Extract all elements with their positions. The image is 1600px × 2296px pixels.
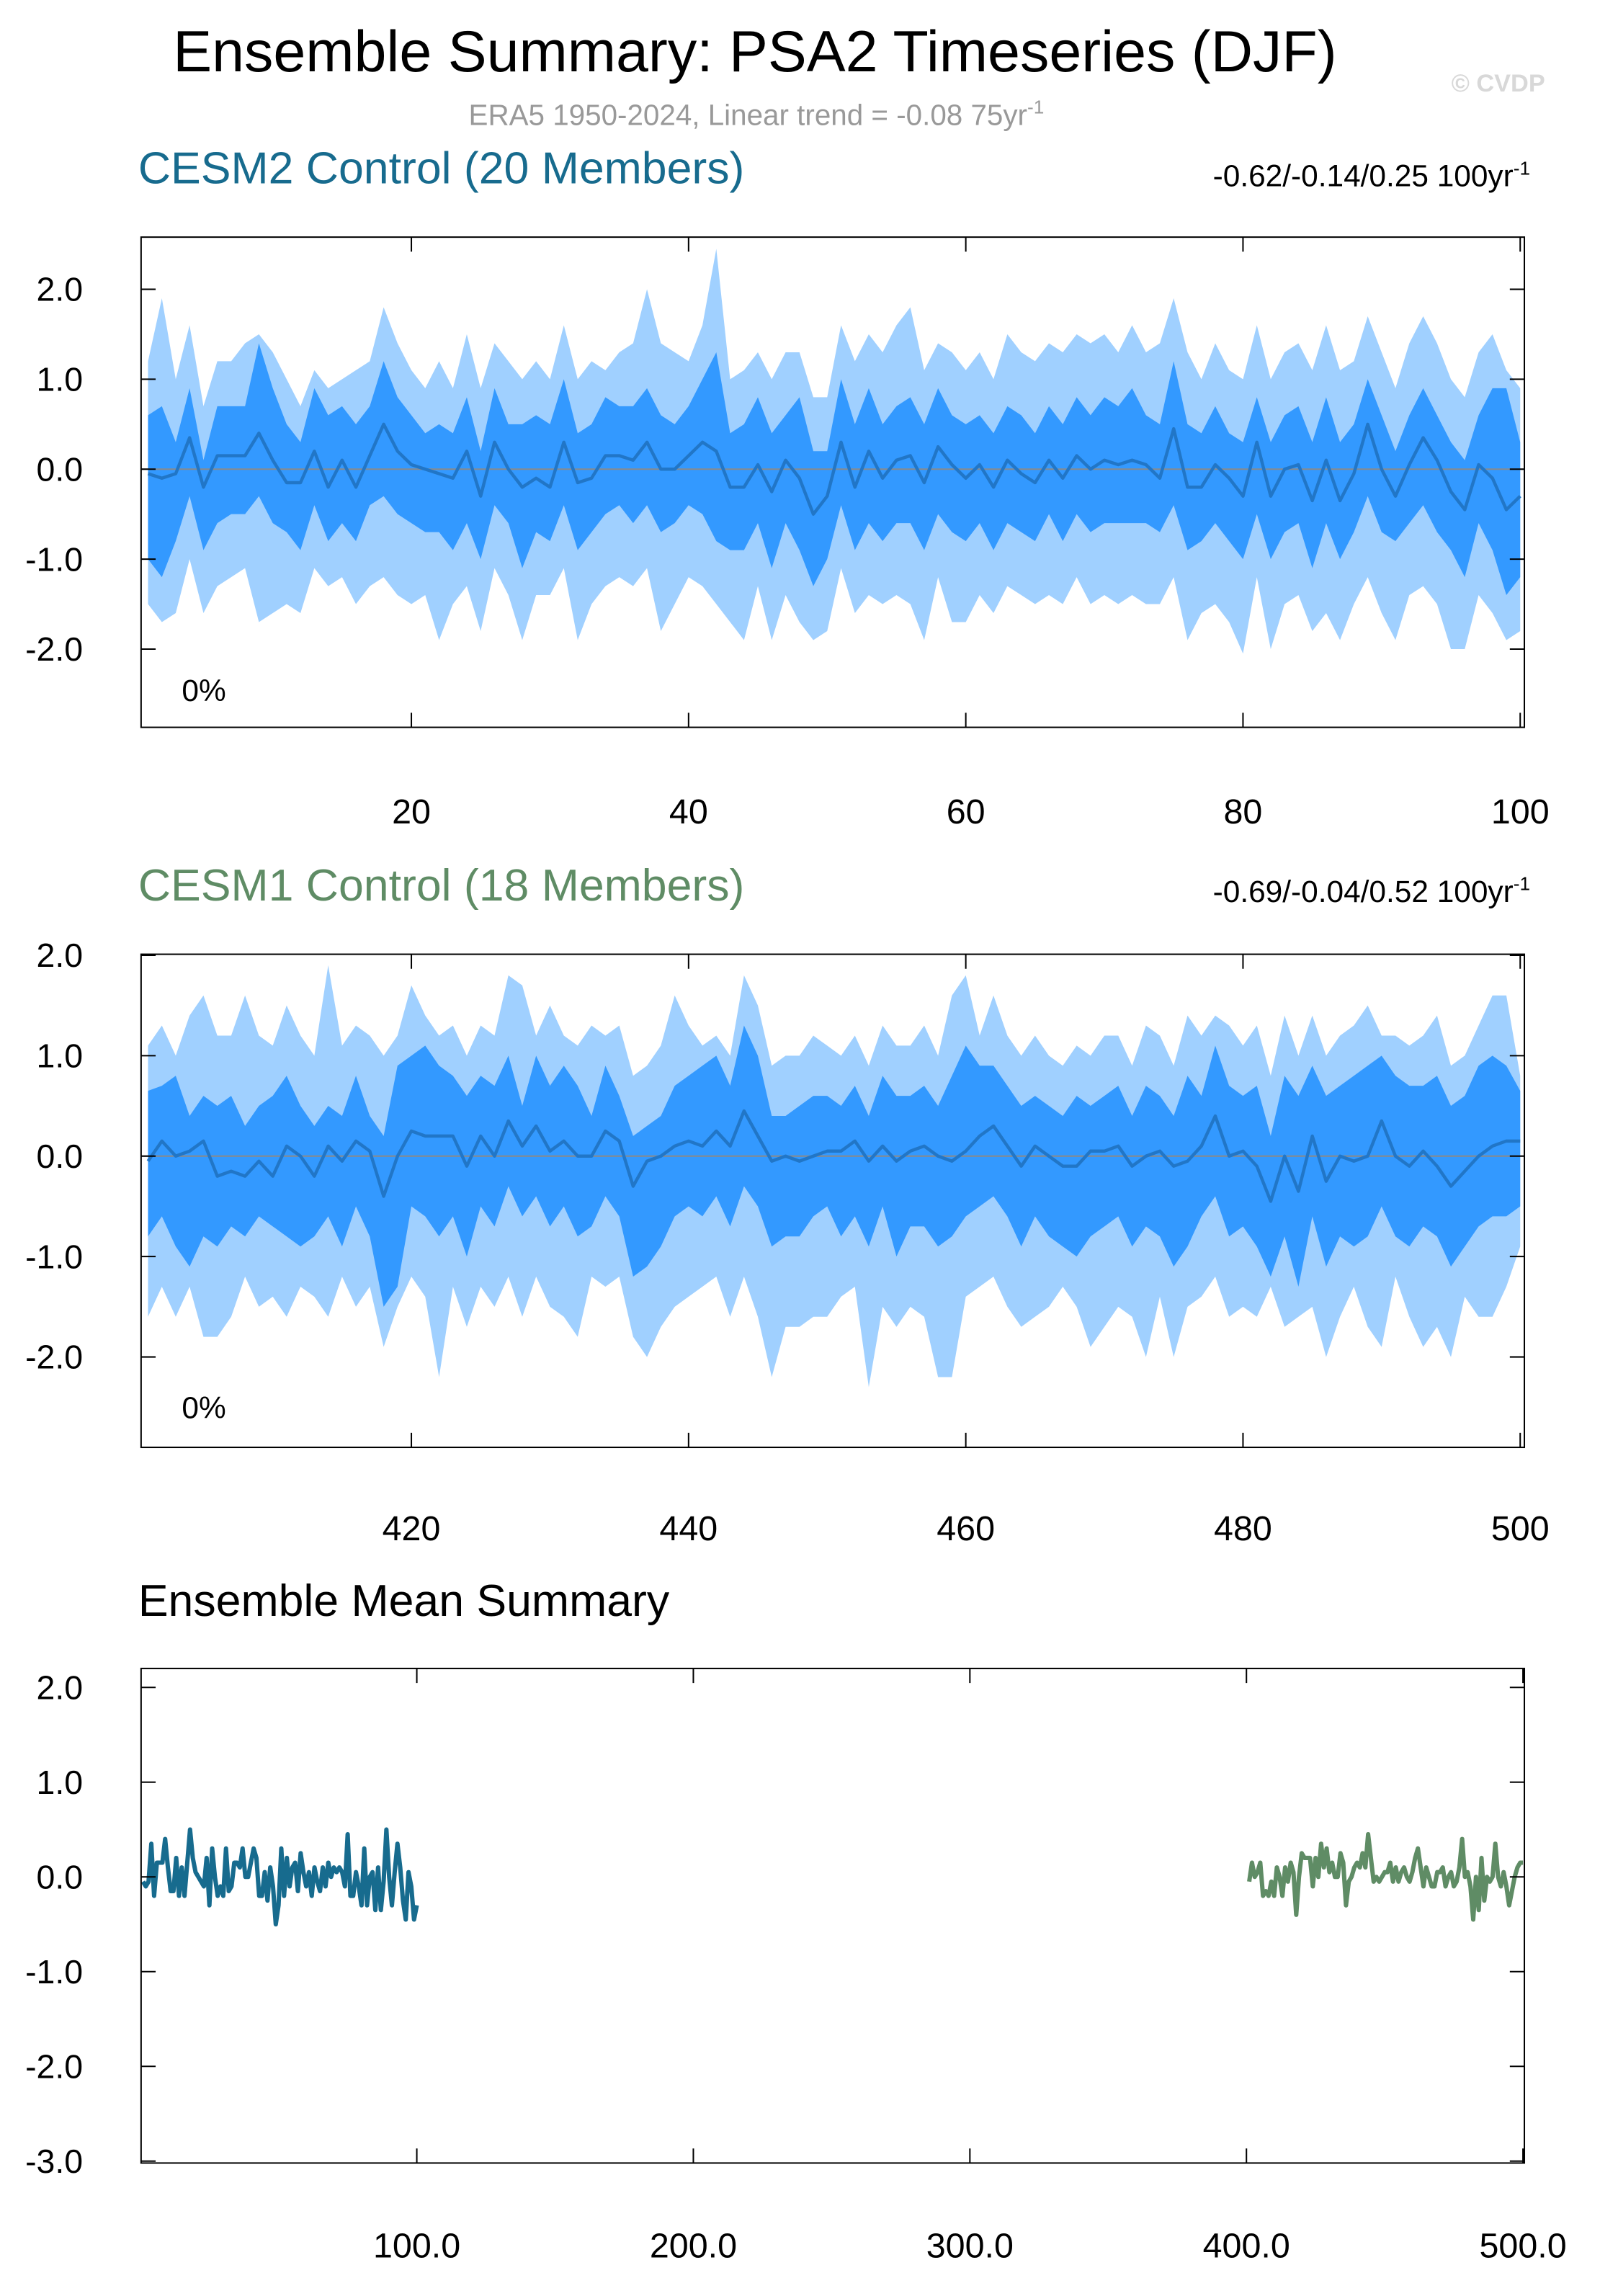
y-tick-label: 1.0 xyxy=(37,1037,84,1075)
x-tick-label: 40 xyxy=(669,792,708,831)
y-tick-label: 2.0 xyxy=(37,271,84,308)
annotation: 0% xyxy=(182,1391,225,1425)
trend-value: -0.62/-0.14/0.25 100yr xyxy=(1213,158,1514,192)
annotation: 0% xyxy=(182,674,225,707)
x-tick-label: 100.0 xyxy=(373,2227,460,2266)
subtitle-superscript: -1 xyxy=(1027,97,1044,118)
watermark: © CVDP xyxy=(1452,70,1545,97)
panel-title: CESM2 Control (20 Members) xyxy=(138,143,745,193)
mean-line xyxy=(146,1109,1521,1203)
x-tick-label: 20 xyxy=(392,792,431,831)
x-tick-label: 480 xyxy=(1214,1509,1272,1548)
x-tick-label: 500.0 xyxy=(1479,2227,1566,2266)
y-tick-label: -1.0 xyxy=(25,1238,83,1275)
y-tick-label: 1.0 xyxy=(37,1764,84,1801)
y-tick-label: -3.0 xyxy=(25,2143,83,2180)
ensemble-mean-line xyxy=(1247,1832,1524,1922)
x-tick-label: 460 xyxy=(937,1509,995,1548)
trend-superscript: -1 xyxy=(1514,873,1530,895)
y-tick-label: -2.0 xyxy=(25,2047,83,2085)
plot-frame xyxy=(140,1668,1525,2163)
x-tick-label: 400.0 xyxy=(1203,2227,1290,2266)
trend-value: -0.69/-0.04/0.52 100yr xyxy=(1213,875,1514,908)
mean-line xyxy=(147,422,1521,516)
y-tick-label: -1.0 xyxy=(25,1953,83,1991)
x-tick-label: 60 xyxy=(947,792,986,831)
y-tick-label: 0.0 xyxy=(37,1858,84,1895)
x-tick-label: 440 xyxy=(659,1509,718,1548)
plot-border xyxy=(140,953,1526,1449)
x-tick-label: 100 xyxy=(1491,792,1550,831)
y-tick-label: -2.0 xyxy=(25,630,83,668)
y-tick-label: 2.0 xyxy=(37,1669,84,1706)
y-tick-label: -2.0 xyxy=(25,1339,83,1376)
ensemble-mean-line xyxy=(140,1827,419,1927)
panel-title: CESM1 Control (18 Members) xyxy=(138,860,745,911)
y-tick-label: 1.0 xyxy=(37,361,84,398)
x-tick-label: 80 xyxy=(1223,792,1262,831)
y-tick-label: 0.0 xyxy=(37,1138,84,1175)
subtitle: ERA5 1950-2024, Linear trend = -0.08 75y… xyxy=(469,97,1045,132)
y-tick-label: 0.0 xyxy=(37,450,84,488)
spread-band xyxy=(148,1025,1521,1307)
subtitle-text: ERA5 1950-2024, Linear trend = -0.08 75y… xyxy=(469,99,1027,132)
trend-superscript: -1 xyxy=(1514,157,1530,179)
plot-border xyxy=(140,236,1526,728)
trend-text: -0.62/-0.14/0.25 100yr-1 xyxy=(1213,157,1530,192)
y-tick-label: -1.0 xyxy=(25,540,83,578)
plot-border xyxy=(140,1667,1526,2164)
page-title: Ensemble Summary: PSA2 Timeseries (DJF) xyxy=(173,19,1336,84)
y-tick-label: 2.0 xyxy=(37,937,84,974)
x-tick-label: 420 xyxy=(383,1509,441,1548)
x-tick-label: 200.0 xyxy=(650,2227,737,2266)
x-tick-label: 500 xyxy=(1491,1509,1550,1548)
trend-text: -0.69/-0.04/0.52 100yr-1 xyxy=(1213,873,1530,908)
x-tick-label: 300.0 xyxy=(926,2227,1014,2266)
panel-title: Ensemble Mean Summary xyxy=(138,1576,670,1626)
